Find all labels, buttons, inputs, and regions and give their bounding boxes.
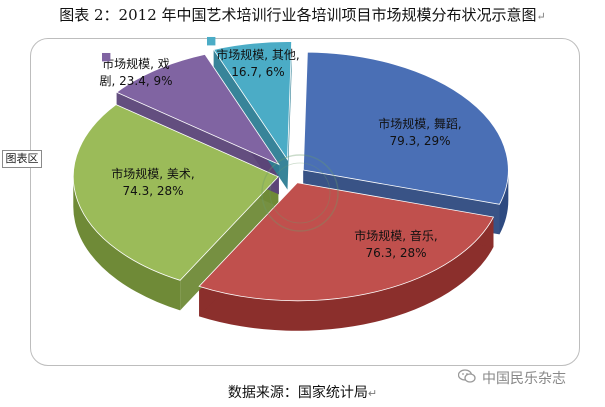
data-label: 76.3, 28% (365, 246, 426, 260)
wechat-icon (457, 369, 476, 387)
data-label: 市场规模, 美术, (111, 166, 194, 181)
pie-slice[interactable] (302, 51, 509, 205)
paragraph-mark: ↵ (536, 10, 546, 23)
pie-slice[interactable] (115, 53, 280, 166)
data-label: 79.3, 29% (389, 134, 450, 148)
pie-slice-side (73, 176, 181, 311)
pie-slice-side (199, 217, 494, 331)
data-source-text: 数据来源：国家统计局 (227, 385, 368, 401)
chart-area-tag: 图表区 (2, 150, 42, 168)
brand-name: 中国民乐杂志 (482, 371, 566, 387)
data-labels: 市场规模, 舞蹈, 79.3, 29% 市场规模, 音乐, 76.3, 28% 市场规模… (99, 47, 461, 260)
paragraph-mark: ↵ (367, 387, 378, 400)
data-label: 市场规模, 其他, (216, 47, 299, 62)
label-marker: ■ (101, 50, 111, 63)
chart-title: 图表 2：2012 年中国艺术培训行业各培训项目市场规模分布状况示意图↵ (0, 4, 605, 25)
data-source: 数据来源：国家统计局↵ (0, 382, 605, 402)
data-label: 16.7, 6% (231, 65, 284, 79)
data-label: 剧, 23.4, 9% (99, 74, 172, 88)
data-label: 74.3, 28% (122, 184, 183, 198)
pie-slice-side (499, 170, 509, 235)
pie-slice[interactable] (72, 104, 279, 281)
label-marker: ■ (206, 34, 216, 47)
data-label: 市场规模, 戏 (102, 56, 170, 71)
pie-slice-cut (180, 176, 279, 311)
data-label: 市场规模, 舞蹈, (378, 116, 461, 131)
pie-slice[interactable] (212, 41, 293, 161)
pie-tops (72, 41, 509, 302)
data-label: 市场规模, 音乐, (354, 228, 437, 243)
chart-title-text: 图表 2：2012 年中国艺术培训行业各培训项目市场规模分布状况示意图 (59, 6, 537, 24)
seal-watermark (261, 154, 339, 232)
brand-watermark: 中国民乐杂志 (457, 368, 566, 388)
pie-slice[interactable] (198, 182, 495, 302)
